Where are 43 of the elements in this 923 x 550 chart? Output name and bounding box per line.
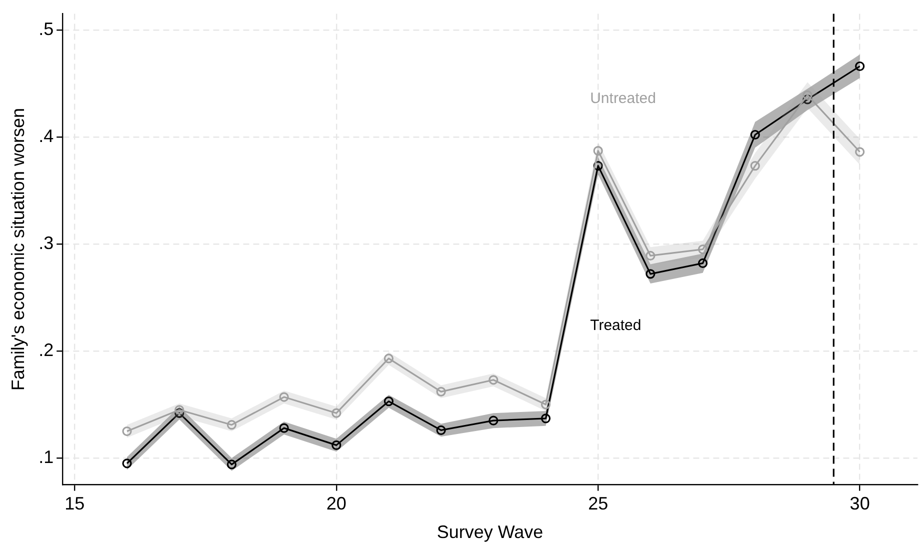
point	[226, 460, 236, 470]
point	[646, 269, 656, 279]
point	[436, 386, 446, 396]
point	[332, 408, 342, 418]
y-tick-label: .5	[38, 18, 54, 39]
point	[855, 147, 865, 157]
point	[540, 400, 551, 410]
y-tick-label: .2	[38, 340, 54, 360]
point	[488, 375, 498, 385]
point	[174, 408, 184, 418]
point	[540, 414, 551, 424]
y-tick-label: .3	[38, 232, 54, 253]
point	[646, 250, 656, 261]
point	[436, 425, 446, 436]
point	[122, 458, 132, 468]
x-tick-label: 20	[326, 494, 346, 514]
point	[750, 130, 760, 140]
point	[802, 94, 812, 104]
point	[122, 426, 132, 436]
point	[174, 405, 184, 415]
point	[698, 244, 708, 254]
y-axis-title: Family's economic situation worsen	[8, 108, 28, 391]
y-tick-label: .1	[38, 447, 54, 468]
point	[279, 392, 289, 402]
point	[698, 258, 708, 268]
point	[488, 416, 498, 426]
x-tick-label: 30	[850, 494, 870, 514]
point	[384, 396, 394, 406]
y-tick-label: .4	[38, 126, 54, 146]
x-axis-title: Survey Wave	[436, 522, 544, 542]
point	[802, 90, 812, 100]
point	[855, 61, 865, 72]
series-label: Treated	[590, 316, 642, 334]
point	[332, 440, 342, 450]
point	[226, 420, 236, 430]
point	[593, 146, 603, 156]
point	[593, 161, 603, 171]
x-tick-label: 25	[588, 494, 608, 514]
x-tick-label: 15	[64, 494, 85, 514]
point	[279, 423, 289, 433]
point	[384, 354, 394, 364]
point	[750, 161, 760, 171]
text: Untreated	[590, 90, 656, 107]
